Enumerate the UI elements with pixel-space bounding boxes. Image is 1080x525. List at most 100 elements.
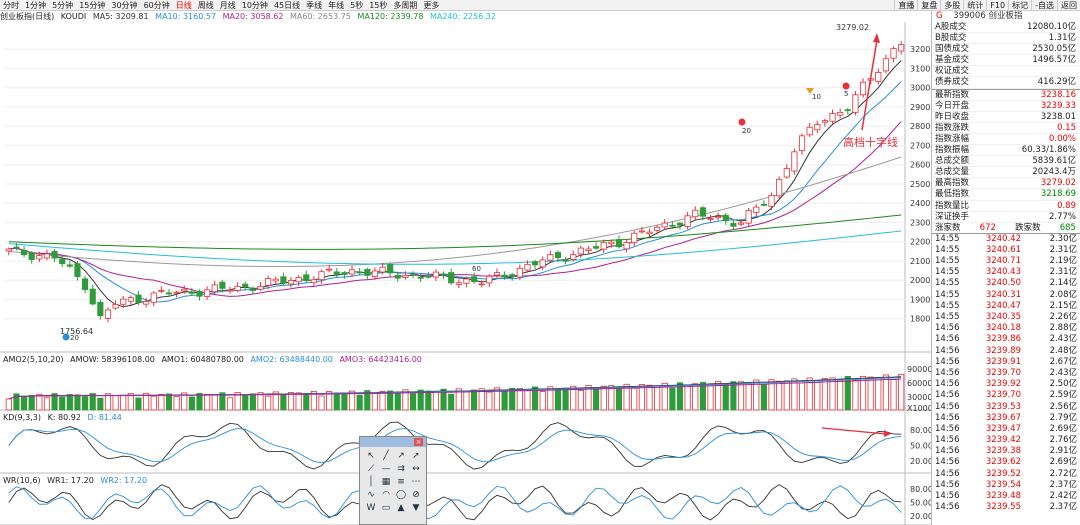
tab-3[interactable]: 15分钟	[79, 0, 106, 10]
volume-bar	[158, 393, 165, 411]
candle	[509, 272, 516, 281]
tab-8[interactable]: 月线	[219, 0, 236, 10]
candle	[707, 214, 714, 222]
tick-time: 14:56	[935, 502, 960, 513]
tick-amount: 2.69亿	[1049, 423, 1077, 434]
tab-6[interactable]: 日线	[175, 0, 192, 10]
parallel-icon[interactable]: ⇉	[397, 464, 405, 474]
candle	[13, 243, 20, 251]
candle	[97, 299, 104, 320]
volume-bar	[417, 389, 424, 411]
ellipse-icon[interactable]: ⊘	[412, 490, 420, 500]
segment-icon[interactable]: ⟋	[367, 464, 375, 474]
toolbar-btn-3[interactable]: 统计	[963, 0, 986, 11]
volume-bar	[844, 375, 851, 411]
tick-price: 3240.18	[985, 323, 1021, 334]
candle	[684, 211, 691, 230]
candle	[242, 281, 249, 291]
candle	[760, 200, 767, 207]
rect-icon[interactable]: ▭	[381, 503, 391, 513]
wave-icon[interactable]: ∿	[367, 490, 375, 500]
toolbar-btn-1[interactable]: 复盘	[917, 0, 940, 11]
kline-chart-area[interactable]: 3200 3100 3000 2900 2800 2700 2600 2500 2400 2300…	[0, 0, 931, 525]
candle	[417, 273, 424, 283]
toolbar-btn-0[interactable]: 直播	[894, 0, 917, 11]
w-icon[interactable]: W	[366, 503, 376, 513]
ray-icon[interactable]: ↗	[397, 451, 405, 461]
candle	[89, 284, 96, 306]
vline-icon[interactable]: │	[368, 477, 374, 487]
stat-label: 最高指数	[935, 178, 970, 189]
volume-indicator-name: AMO2(5,10,20)	[3, 355, 64, 364]
tab-5[interactable]: 60分钟	[143, 0, 170, 10]
tab-0[interactable]: 分时	[3, 0, 19, 10]
toolbar-btn-6[interactable]: -自选	[1031, 0, 1057, 11]
stat-label: 指数量比	[935, 200, 970, 211]
tab-15[interactable]: 多周期	[393, 0, 418, 10]
volume-bar	[821, 378, 828, 411]
volume-bar	[585, 385, 592, 411]
tick-price: 3239.47	[985, 423, 1021, 434]
wr-indicator-name: WR(10,6)	[3, 476, 41, 485]
tab-16[interactable]: 更多	[423, 0, 440, 10]
line-icon[interactable]: ╱	[383, 451, 389, 461]
tab-9[interactable]: 10分钟	[241, 0, 268, 10]
volume-bar	[882, 374, 890, 411]
candle	[791, 148, 798, 175]
arc-icon[interactable]: ◠	[382, 490, 390, 500]
hline-icon[interactable]: —	[381, 464, 391, 474]
volume-bar	[28, 394, 35, 411]
tick-time: 14:56	[935, 379, 960, 390]
tab-10[interactable]: 45日线	[273, 0, 301, 10]
candle	[463, 276, 470, 288]
toolbox-header[interactable]: ×	[360, 437, 426, 447]
turnover-row: 国债成交 2530.05亿	[932, 44, 1080, 56]
down-arrow-icon[interactable]: ▼	[412, 503, 420, 513]
fib-icon[interactable]: ≡	[397, 477, 405, 487]
close-icon[interactable]: ×	[414, 438, 423, 446]
volume-bar	[463, 390, 470, 411]
tab-2[interactable]: 5分钟	[52, 0, 74, 10]
stat-value: 3279.02	[1040, 178, 1076, 189]
arrow-icon[interactable]: ➚	[412, 451, 420, 461]
price-tick: 2900	[910, 103, 930, 112]
wr1-line	[8, 484, 902, 521]
tick-row: 14:56 3239.70 2.43亿	[932, 368, 1080, 379]
turnover-label: 权证成交	[935, 66, 970, 77]
candle	[280, 272, 287, 286]
volume-bar	[341, 392, 348, 411]
toolbar-btn-7[interactable]: 返回	[1057, 0, 1080, 11]
toolbar-btn-5[interactable]: 标记	[1008, 0, 1031, 11]
drawing-toolbox[interactable]: × ↖ ╱ ↗ ➚ ⟋ — ⇉ ↔ │ ▦ ≡ ⋯ ∿ ◠ ◯ ⊘ W ▭ ▲ ▼	[359, 436, 427, 525]
volume-bar	[387, 390, 394, 411]
ruler-icon[interactable]: ▦	[381, 477, 391, 487]
tab-11[interactable]: 季线	[306, 0, 323, 10]
up-count: 672	[979, 222, 996, 233]
candle	[646, 228, 653, 238]
candle	[5, 247, 12, 256]
candle	[699, 205, 706, 221]
tab-4[interactable]: 30分钟	[111, 0, 138, 10]
volume-bar	[112, 395, 119, 411]
toolbar-btn-4[interactable]: F10	[986, 0, 1008, 11]
volume-bar	[143, 392, 150, 411]
ma120-line	[8, 214, 902, 250]
volume-bar	[173, 396, 180, 411]
turnover-row: A股成交 12080.10亿	[932, 22, 1080, 34]
ma240-value: MA240: 2256.32	[429, 12, 496, 21]
gann-icon[interactable]: ⋯	[411, 477, 421, 487]
circle-icon[interactable]: ◯	[395, 490, 407, 500]
candle	[806, 123, 813, 137]
tab-1[interactable]: 1分钟	[25, 0, 47, 10]
tab-7[interactable]: 周线	[197, 0, 214, 10]
pointer-icon[interactable]: ↖	[367, 451, 375, 461]
tab-13[interactable]: 5秒	[350, 0, 364, 10]
candle	[501, 271, 508, 280]
tab-12[interactable]: 年线	[328, 0, 345, 10]
channel-icon[interactable]: ↔	[412, 464, 420, 474]
tick-time: 14:55	[935, 267, 960, 278]
tick-amount: 2.14亿	[1049, 278, 1077, 289]
tab-14[interactable]: 15秒	[369, 0, 388, 10]
toolbar-btn-2[interactable]: 多股	[940, 0, 963, 11]
up-arrow-icon[interactable]: ▲	[397, 503, 405, 513]
